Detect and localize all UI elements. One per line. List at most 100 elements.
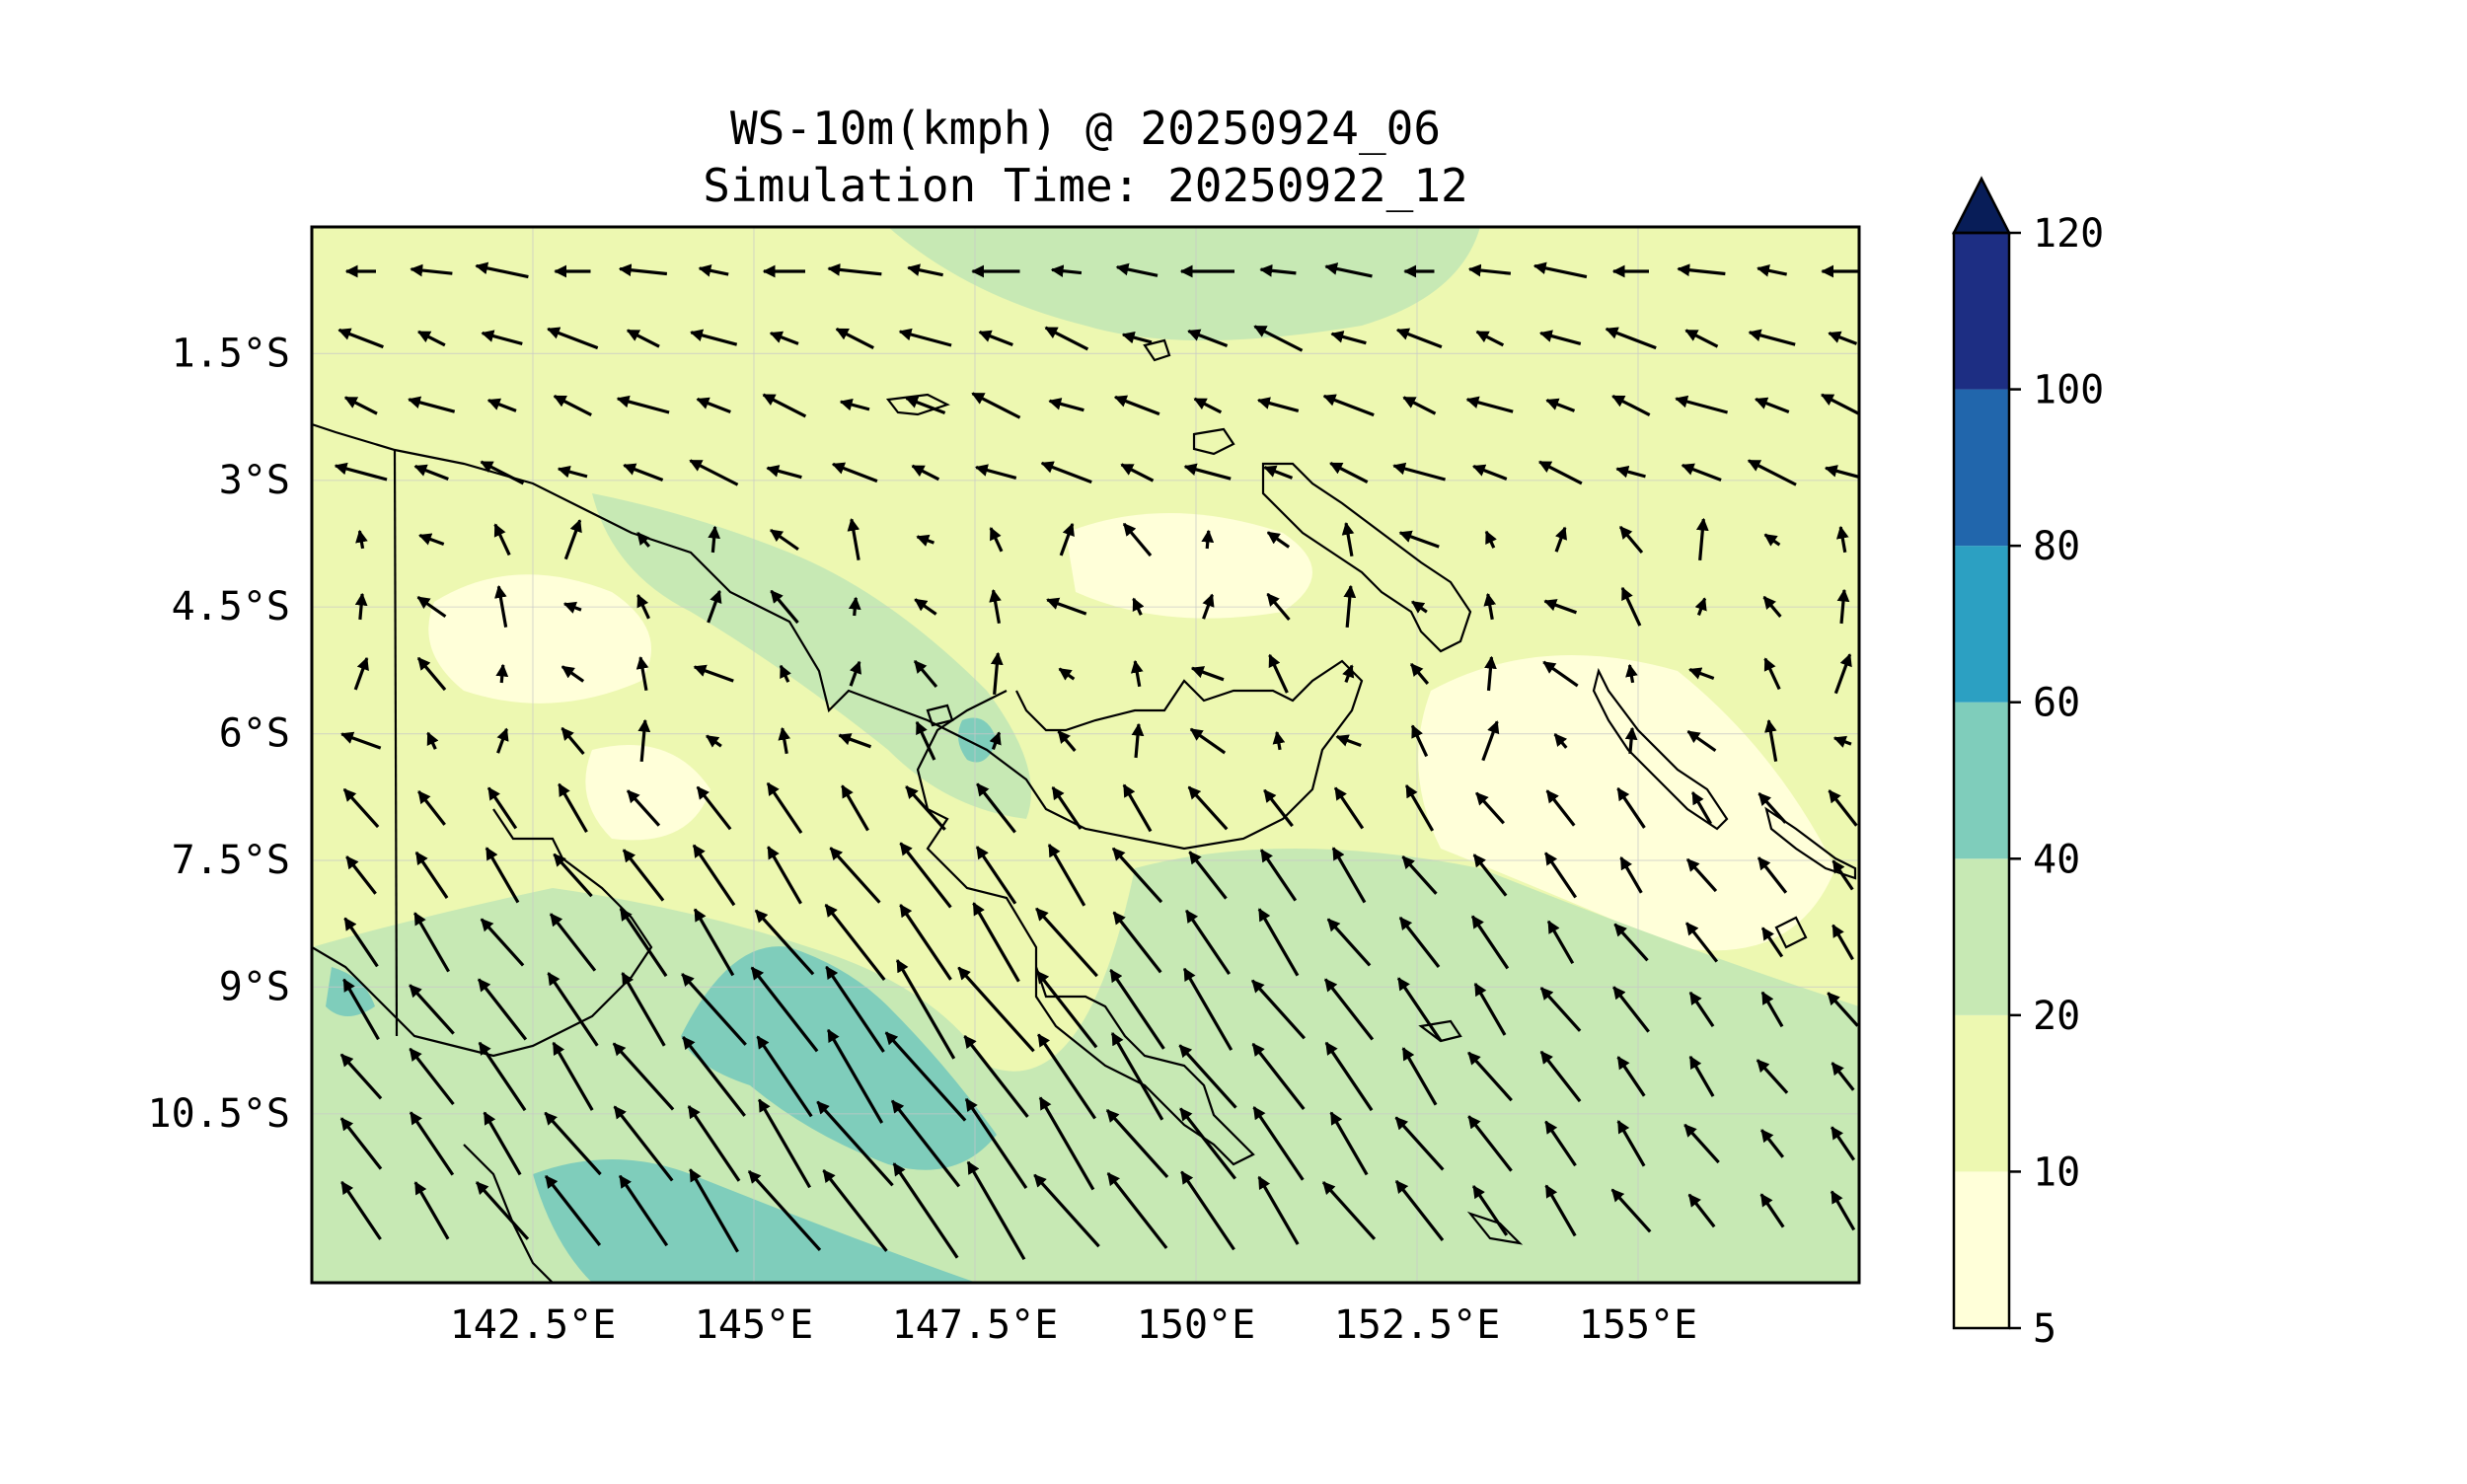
wind-arrow (1616, 1056, 1646, 1097)
wind-arrow (779, 664, 791, 683)
wind-arrow (838, 733, 872, 749)
lat-tick-label: 6°S (219, 711, 290, 757)
wind-arrow (1615, 465, 1646, 479)
wind-arrow (1132, 597, 1145, 616)
wind-arrow (343, 917, 379, 968)
wind-arrow (975, 846, 1017, 905)
wind-arrow (339, 1117, 383, 1170)
lat-tick-label: 10.5°S (148, 1091, 291, 1137)
wind-arrow (1033, 1173, 1100, 1248)
wind-arrow (635, 532, 651, 548)
wind-arrow (1263, 465, 1294, 480)
wind-arrow (334, 462, 388, 482)
wind-arrow (770, 528, 799, 552)
wind-arrow (1686, 729, 1717, 753)
wind-arrow (831, 462, 878, 483)
wind-arrow (1687, 1193, 1716, 1228)
wind-arrow (708, 525, 721, 554)
wind-arrow (1113, 395, 1160, 416)
wind-arrow (1553, 733, 1568, 749)
wind-arrow (976, 782, 1016, 834)
wind-arrow (1835, 525, 1849, 554)
wind-arrow (762, 393, 807, 418)
wind-arrow (1684, 922, 1719, 963)
wind-arrow (409, 1111, 455, 1176)
colorbar-label: 40 (2033, 837, 2080, 882)
wind-arrow (1471, 1185, 1509, 1236)
wind-arrow (544, 1175, 602, 1246)
colorbar-segment (1954, 702, 2009, 859)
wind-arrow (553, 395, 592, 416)
wind-arrow (1202, 593, 1215, 620)
wind-arrow (544, 1111, 602, 1176)
wind-arrow (426, 731, 439, 750)
wind-arrow (1475, 791, 1505, 825)
wind-arrow (477, 978, 528, 1041)
wind-arrow (1329, 462, 1369, 483)
wind-arrow (899, 842, 952, 909)
wind-arrow (1396, 977, 1443, 1042)
wind-arrow (1329, 1111, 1369, 1176)
wind-arrow (613, 1105, 674, 1182)
wind-arrow (1257, 1175, 1300, 1245)
wind-arrow (839, 398, 870, 411)
wind-arrow (485, 847, 520, 904)
wind-arrow (1537, 460, 1583, 485)
wind-arrow (1182, 967, 1234, 1051)
colorbar-segment (1954, 546, 2009, 703)
wind-arrow (747, 1169, 822, 1252)
wind-arrow (562, 601, 582, 614)
wind-arrow (340, 731, 382, 750)
wind-arrow (1130, 659, 1144, 688)
wind-arrow (1543, 599, 1578, 615)
wind-arrow (895, 959, 956, 1060)
wind-arrow (957, 966, 1035, 1053)
wind-arrow (1394, 1179, 1445, 1242)
wind-arrow (1046, 597, 1087, 616)
wind-arrow (612, 1042, 675, 1111)
colorbar-extend-arrow (1951, 176, 2012, 235)
wind-arrow (972, 902, 1020, 983)
wind-arrow (1263, 788, 1294, 828)
wind-arrow (766, 465, 802, 480)
wind-arrow (750, 966, 819, 1053)
wind-arrow (1685, 857, 1718, 893)
longitude-axis: 142.5°E 145°E 147.5°E 150°E 152.5°E 155°E (450, 1302, 1698, 1348)
wind-arrow (1605, 327, 1657, 350)
wind-arrow (1542, 660, 1579, 688)
wind-arrow (626, 789, 661, 827)
wind-arrow (692, 844, 736, 907)
title-line-2: Simulation Time: 20250922_12 (703, 159, 1467, 212)
wind-arrow (1757, 856, 1788, 894)
wind-arrow (552, 1041, 594, 1111)
wind-arrow (1620, 586, 1642, 627)
wind-arrow (1322, 394, 1375, 417)
wind-arrow (1188, 851, 1228, 900)
wind-arrow (1110, 1032, 1164, 1121)
wind-arrow (1616, 786, 1646, 829)
wind-arrow (911, 464, 940, 482)
wind-arrow (971, 392, 1021, 419)
wind-arrow (1467, 1051, 1513, 1102)
wind-arrow (1483, 592, 1497, 621)
wind-arrow (1047, 844, 1086, 907)
wind-arrow (1619, 856, 1643, 894)
colorbar-segment (1954, 233, 2009, 390)
wind-arrow (1178, 1044, 1237, 1109)
wind-arrow (1554, 526, 1568, 553)
wind-arrow (1543, 852, 1578, 899)
wind-arrow (905, 396, 946, 415)
wind-arrow (1544, 1120, 1577, 1167)
wind-arrow (916, 534, 935, 547)
wind-arrow (849, 660, 862, 687)
wind-arrow (1183, 463, 1232, 481)
wind-arrow (1688, 1055, 1715, 1097)
wind-arrow (1189, 727, 1227, 755)
wind-arrow (1624, 726, 1638, 755)
title-line-1: WS-10m(kmph) @ 20250924_06 (730, 102, 1441, 155)
wind-arrow (1401, 855, 1438, 895)
wind-arrow (964, 1097, 1028, 1189)
wind-arrow (1048, 398, 1084, 412)
wind-arrow (1409, 663, 1430, 685)
wind-arrow (884, 1031, 967, 1122)
